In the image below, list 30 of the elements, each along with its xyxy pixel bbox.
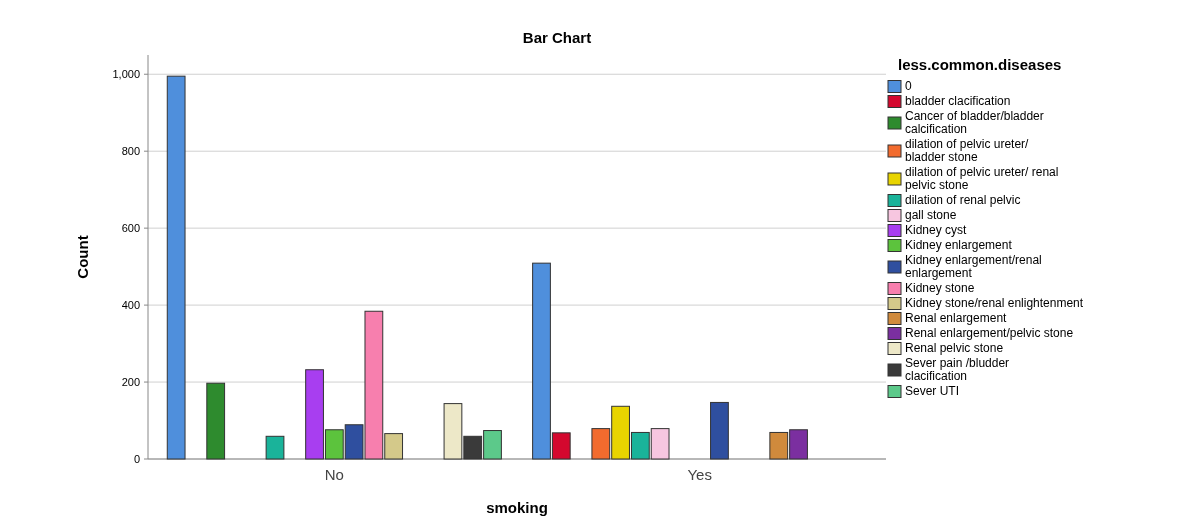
legend-label: Renal enlargement/pelvic stone <box>905 326 1074 340</box>
x-axis-title: smoking <box>486 499 548 516</box>
legend-title: less.common.diseases <box>898 56 1062 73</box>
y-tick-label: 0 <box>133 452 140 465</box>
y-axis-title: Count <box>74 235 91 279</box>
legend-label: bladder clacification <box>905 94 1011 108</box>
legend-label: Kidney stone/renal enlightenment <box>905 296 1084 310</box>
y-tick-label: 1,000 <box>112 68 140 81</box>
bar <box>265 435 285 460</box>
y-tick-label: 800 <box>121 145 140 158</box>
legend-label: dilation of renal pelvic <box>905 193 1021 207</box>
legend-label: Kidney cyst <box>905 223 968 237</box>
legend-label: 0 <box>905 79 912 93</box>
y-tick-label: 600 <box>121 221 140 234</box>
legend-label: Sever UTI <box>905 384 960 398</box>
bar <box>206 382 226 460</box>
legend-label: Kidney enlargement/renal enlargement <box>905 253 1042 280</box>
y-tick-label: 400 <box>121 298 140 311</box>
bar <box>166 75 186 460</box>
y-tick-label: 200 <box>121 375 140 388</box>
legend-label: Renal enlargement <box>905 311 1008 325</box>
legend-label: Kidney enlargement <box>905 238 1013 252</box>
legend-label: Sever pain /bludder clacification <box>905 356 1010 383</box>
bar <box>710 401 729 460</box>
legend-label: Kidney stone <box>905 281 975 295</box>
chart-title: Bar Chart <box>522 29 592 46</box>
legend-label: gall stone <box>905 208 957 222</box>
x-tick-label: No <box>324 466 344 483</box>
legend-label: Renal pelvic stone <box>905 341 1004 355</box>
x-tick-label: Yes <box>687 466 712 483</box>
